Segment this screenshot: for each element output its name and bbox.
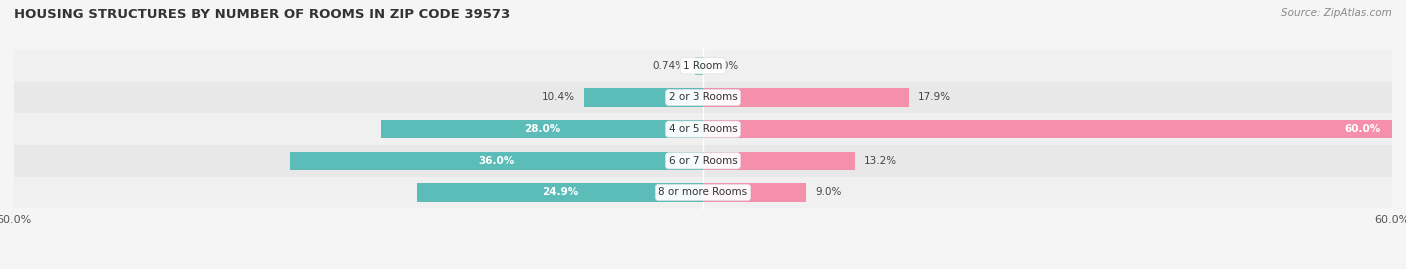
- Text: 10.4%: 10.4%: [541, 93, 575, 102]
- Bar: [14, 176, 1392, 208]
- Bar: [14, 145, 1392, 176]
- Bar: [695, 57, 703, 75]
- Text: 2 or 3 Rooms: 2 or 3 Rooms: [669, 93, 737, 102]
- Bar: [14, 82, 1392, 113]
- Text: Source: ZipAtlas.com: Source: ZipAtlas.com: [1281, 8, 1392, 18]
- Text: 4 or 5 Rooms: 4 or 5 Rooms: [669, 124, 737, 134]
- Bar: [703, 183, 807, 201]
- Text: 36.0%: 36.0%: [478, 156, 515, 166]
- Bar: [703, 120, 1392, 138]
- Text: 17.9%: 17.9%: [918, 93, 950, 102]
- Bar: [381, 120, 703, 138]
- Bar: [703, 152, 855, 170]
- Text: HOUSING STRUCTURES BY NUMBER OF ROOMS IN ZIP CODE 39573: HOUSING STRUCTURES BY NUMBER OF ROOMS IN…: [14, 8, 510, 21]
- Bar: [703, 88, 908, 107]
- Bar: [418, 183, 703, 201]
- Text: 8 or more Rooms: 8 or more Rooms: [658, 187, 748, 197]
- Text: 6 or 7 Rooms: 6 or 7 Rooms: [669, 156, 737, 166]
- Text: 9.0%: 9.0%: [815, 187, 842, 197]
- Text: 1 Room: 1 Room: [683, 61, 723, 71]
- Text: 28.0%: 28.0%: [524, 124, 561, 134]
- Bar: [290, 152, 703, 170]
- Text: 13.2%: 13.2%: [863, 156, 897, 166]
- Bar: [583, 88, 703, 107]
- Text: 0.74%: 0.74%: [652, 61, 685, 71]
- Bar: [14, 50, 1392, 82]
- Text: 24.9%: 24.9%: [541, 187, 578, 197]
- Bar: [14, 113, 1392, 145]
- Text: 0.0%: 0.0%: [713, 61, 738, 71]
- Text: 60.0%: 60.0%: [1344, 124, 1381, 134]
